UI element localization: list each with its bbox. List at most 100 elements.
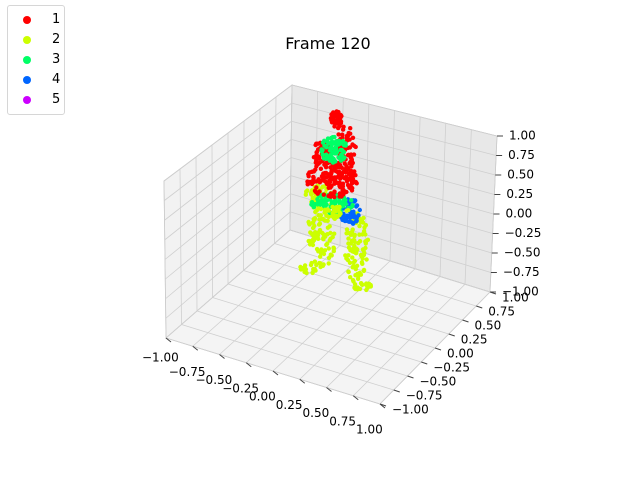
data-point-series-2: [357, 223, 362, 229]
data-point-series-1: [317, 189, 322, 194]
legend-label: 1: [52, 12, 61, 27]
data-point-series-2: [304, 189, 309, 194]
z-tick-label: −0.25: [505, 226, 542, 240]
z-tick-label: 0.25: [506, 187, 533, 201]
data-point-series-2: [320, 184, 325, 190]
data-point-series-2: [361, 268, 366, 273]
data-point-series-4: [357, 207, 362, 213]
data-point-series-2: [318, 206, 324, 212]
data-point-series-2: [321, 262, 326, 267]
x-tick: [299, 378, 306, 384]
data-point-series-3: [316, 198, 321, 204]
data-point-series-2: [312, 259, 318, 264]
data-point-series-1: [309, 181, 315, 187]
x-tick-label: 1.00: [356, 423, 383, 437]
data-point-series-2: [363, 222, 369, 228]
x-tick-label: 0.75: [329, 414, 356, 428]
axes-3d: −1.00−0.75−0.50−0.250.000.250.500.751.00…: [142, 84, 541, 437]
data-point-series-2: [303, 267, 309, 272]
data-point-series-2: [302, 263, 308, 268]
x-tick-label: −0.50: [196, 373, 233, 387]
tick-marks: −1.00−0.75−0.50−0.250.000.250.500.751.00…: [142, 129, 541, 437]
grid-line-y: [211, 144, 213, 298]
data-point-series-2: [360, 220, 366, 225]
z-tick-label: −1.00: [502, 285, 539, 299]
z-tick-label: 0.50: [507, 168, 534, 182]
data-point-series-3: [313, 202, 318, 207]
legend-label: 4: [52, 72, 61, 87]
data-point-series-2: [353, 266, 358, 272]
y-tick: [421, 361, 428, 365]
data-point-series-1: [321, 174, 327, 179]
data-point-series-3: [329, 140, 334, 145]
grid-line-z: [164, 102, 292, 201]
data-point-series-2: [355, 271, 360, 277]
data-point-series-2: [334, 205, 340, 210]
data-point-series-1: [306, 172, 311, 177]
data-point-series-3: [336, 140, 341, 145]
data-point-series-2: [346, 269, 351, 275]
y-tick-label: −1.00: [392, 403, 429, 417]
data-point-series-3: [339, 147, 345, 153]
z-tick-label: 1.00: [509, 129, 536, 143]
x-tick-label: −1.00: [142, 351, 179, 365]
data-point-series-1: [314, 190, 319, 195]
data-point-series-3: [337, 199, 342, 204]
data-point-series-2: [310, 233, 316, 238]
data-point-series-1: [329, 175, 334, 180]
legend-item-1: 1: [8, 11, 64, 29]
data-point-series-1: [323, 162, 328, 167]
data-point-series-3: [319, 147, 324, 152]
data-point-series-1: [343, 166, 348, 172]
data-point-series-3: [332, 200, 338, 205]
data-point-series-2: [326, 261, 331, 266]
data-point-series-2: [345, 257, 351, 263]
data-point-series-2: [326, 246, 331, 251]
data-point-series-4: [347, 213, 352, 218]
y-tick: [407, 375, 414, 379]
data-point-series-3: [332, 134, 337, 140]
data-point-series-3: [333, 144, 339, 149]
z-tick-label: −0.75: [503, 265, 540, 279]
legend-marker: [23, 16, 31, 24]
z-tick-label: 0.75: [508, 148, 535, 162]
legend: 1 2 3 4 5: [7, 5, 65, 115]
x-tick-label: 0.25: [276, 398, 303, 412]
data-point-series-2: [330, 234, 335, 240]
legend-item-2: 2: [8, 31, 64, 49]
data-point-series-3: [309, 200, 315, 205]
data-point-series-4: [350, 220, 355, 225]
x-tick-label: −0.75: [169, 365, 206, 379]
z-tick-label: 0.00: [506, 207, 533, 221]
chart-title: Frame 120: [285, 34, 370, 53]
data-point-series-2: [351, 238, 356, 243]
data-point-series-2: [298, 267, 304, 272]
y-tick-label: −0.25: [433, 361, 470, 375]
data-point-series-1: [347, 137, 352, 142]
scatter-points: [298, 109, 373, 293]
data-point-series-1: [321, 192, 326, 197]
grid-line-y: [181, 324, 394, 391]
y-tick-label: −0.75: [406, 389, 443, 403]
data-point-series-2: [331, 248, 336, 254]
data-point-series-2: [364, 281, 369, 286]
data-point-series-2: [321, 216, 326, 222]
data-point-series-1: [321, 178, 326, 183]
y-tick-label: 1.00: [502, 291, 529, 305]
data-point-series-3: [334, 151, 339, 156]
data-point-series-2: [323, 209, 329, 214]
data-point-series-2: [310, 270, 315, 276]
data-point-series-4: [354, 203, 360, 208]
data-point-series-1: [332, 166, 337, 171]
data-point-series-2: [314, 262, 319, 268]
legend-item-4: 4: [8, 71, 64, 89]
data-point-series-2: [337, 210, 342, 215]
data-point-series-2: [330, 204, 335, 210]
data-point-series-2: [324, 242, 329, 247]
x-tick: [245, 362, 252, 368]
data-point-series-2: [351, 263, 356, 269]
grid-line-x: [326, 276, 441, 388]
data-point-series-2: [330, 210, 335, 216]
y-tick-label: 0.00: [447, 347, 474, 361]
